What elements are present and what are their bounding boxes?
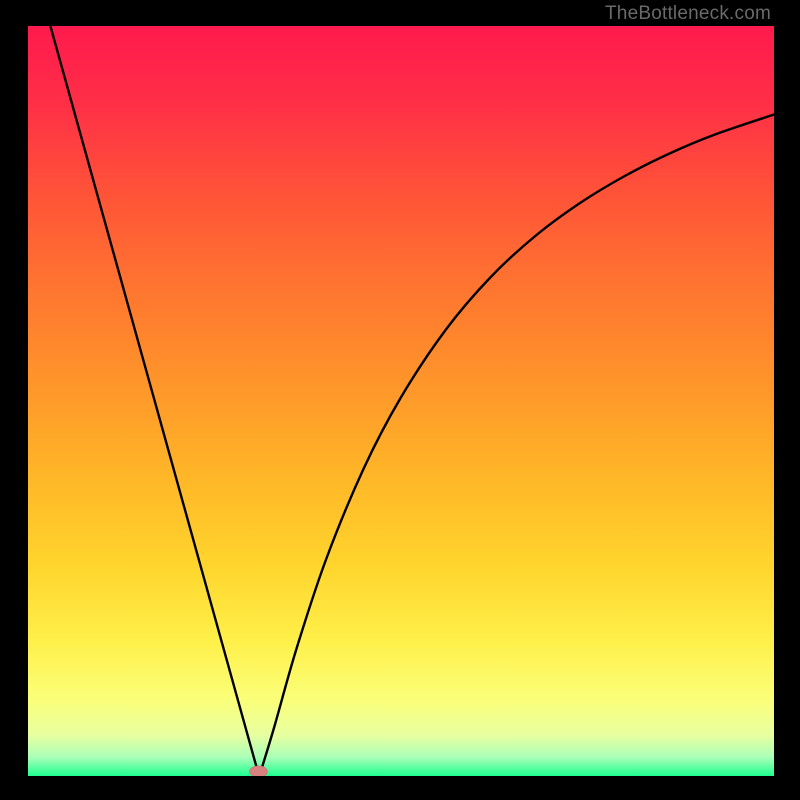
watermark-text: TheBottleneck.com [605,3,771,25]
gradient-background [28,26,774,776]
plot-svg [28,26,774,776]
plot-area [28,26,774,776]
vertex-marker [250,766,268,776]
